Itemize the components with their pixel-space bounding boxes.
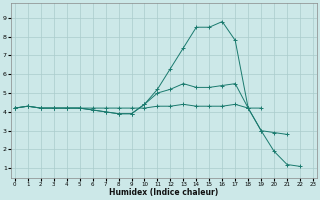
X-axis label: Humidex (Indice chaleur): Humidex (Indice chaleur) (109, 188, 219, 197)
